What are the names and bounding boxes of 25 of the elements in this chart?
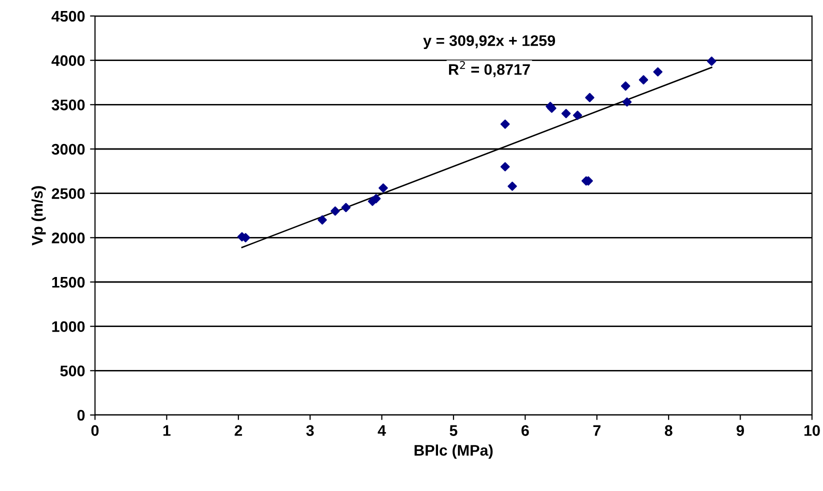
x-tick-label: 0 (91, 425, 99, 436)
y-tick-label: 3500 (52, 100, 85, 110)
y-tick-label: 3000 (52, 144, 85, 155)
y-tick-label: 4000 (52, 55, 85, 66)
x-axis-title: BPlc (MPa) (414, 444, 493, 459)
x-tick-label: 9 (736, 425, 744, 436)
y-tick-label: 1500 (52, 276, 85, 288)
x-tick-label: 10 (804, 425, 820, 436)
y-tick-label: 500 (60, 366, 85, 376)
x-tick-label: 7 (593, 425, 600, 436)
y-tick-label: 1000 (52, 321, 85, 332)
y-tick-label: 2000 (52, 232, 85, 244)
y-tick-label: 2500 (52, 188, 85, 200)
annotation: R$^{2}$ = 0,8717 (449, 60, 530, 78)
annotation: y = 309,92x + 1259 (423, 35, 556, 50)
y-axis-title: Vp (m/s) (31, 186, 46, 246)
y-tick-label: 0 (77, 410, 85, 421)
x-tick-label: 3 (306, 425, 314, 436)
y-tick-label: 4500 (52, 10, 85, 22)
x-tick-label: 1 (163, 425, 171, 436)
x-tick-label: 4 (378, 425, 386, 436)
x-tick-label: 5 (450, 425, 458, 436)
x-tick-label: 8 (664, 425, 672, 436)
x-tick-label: 6 (522, 425, 529, 436)
x-tick-label: 2 (234, 425, 242, 436)
